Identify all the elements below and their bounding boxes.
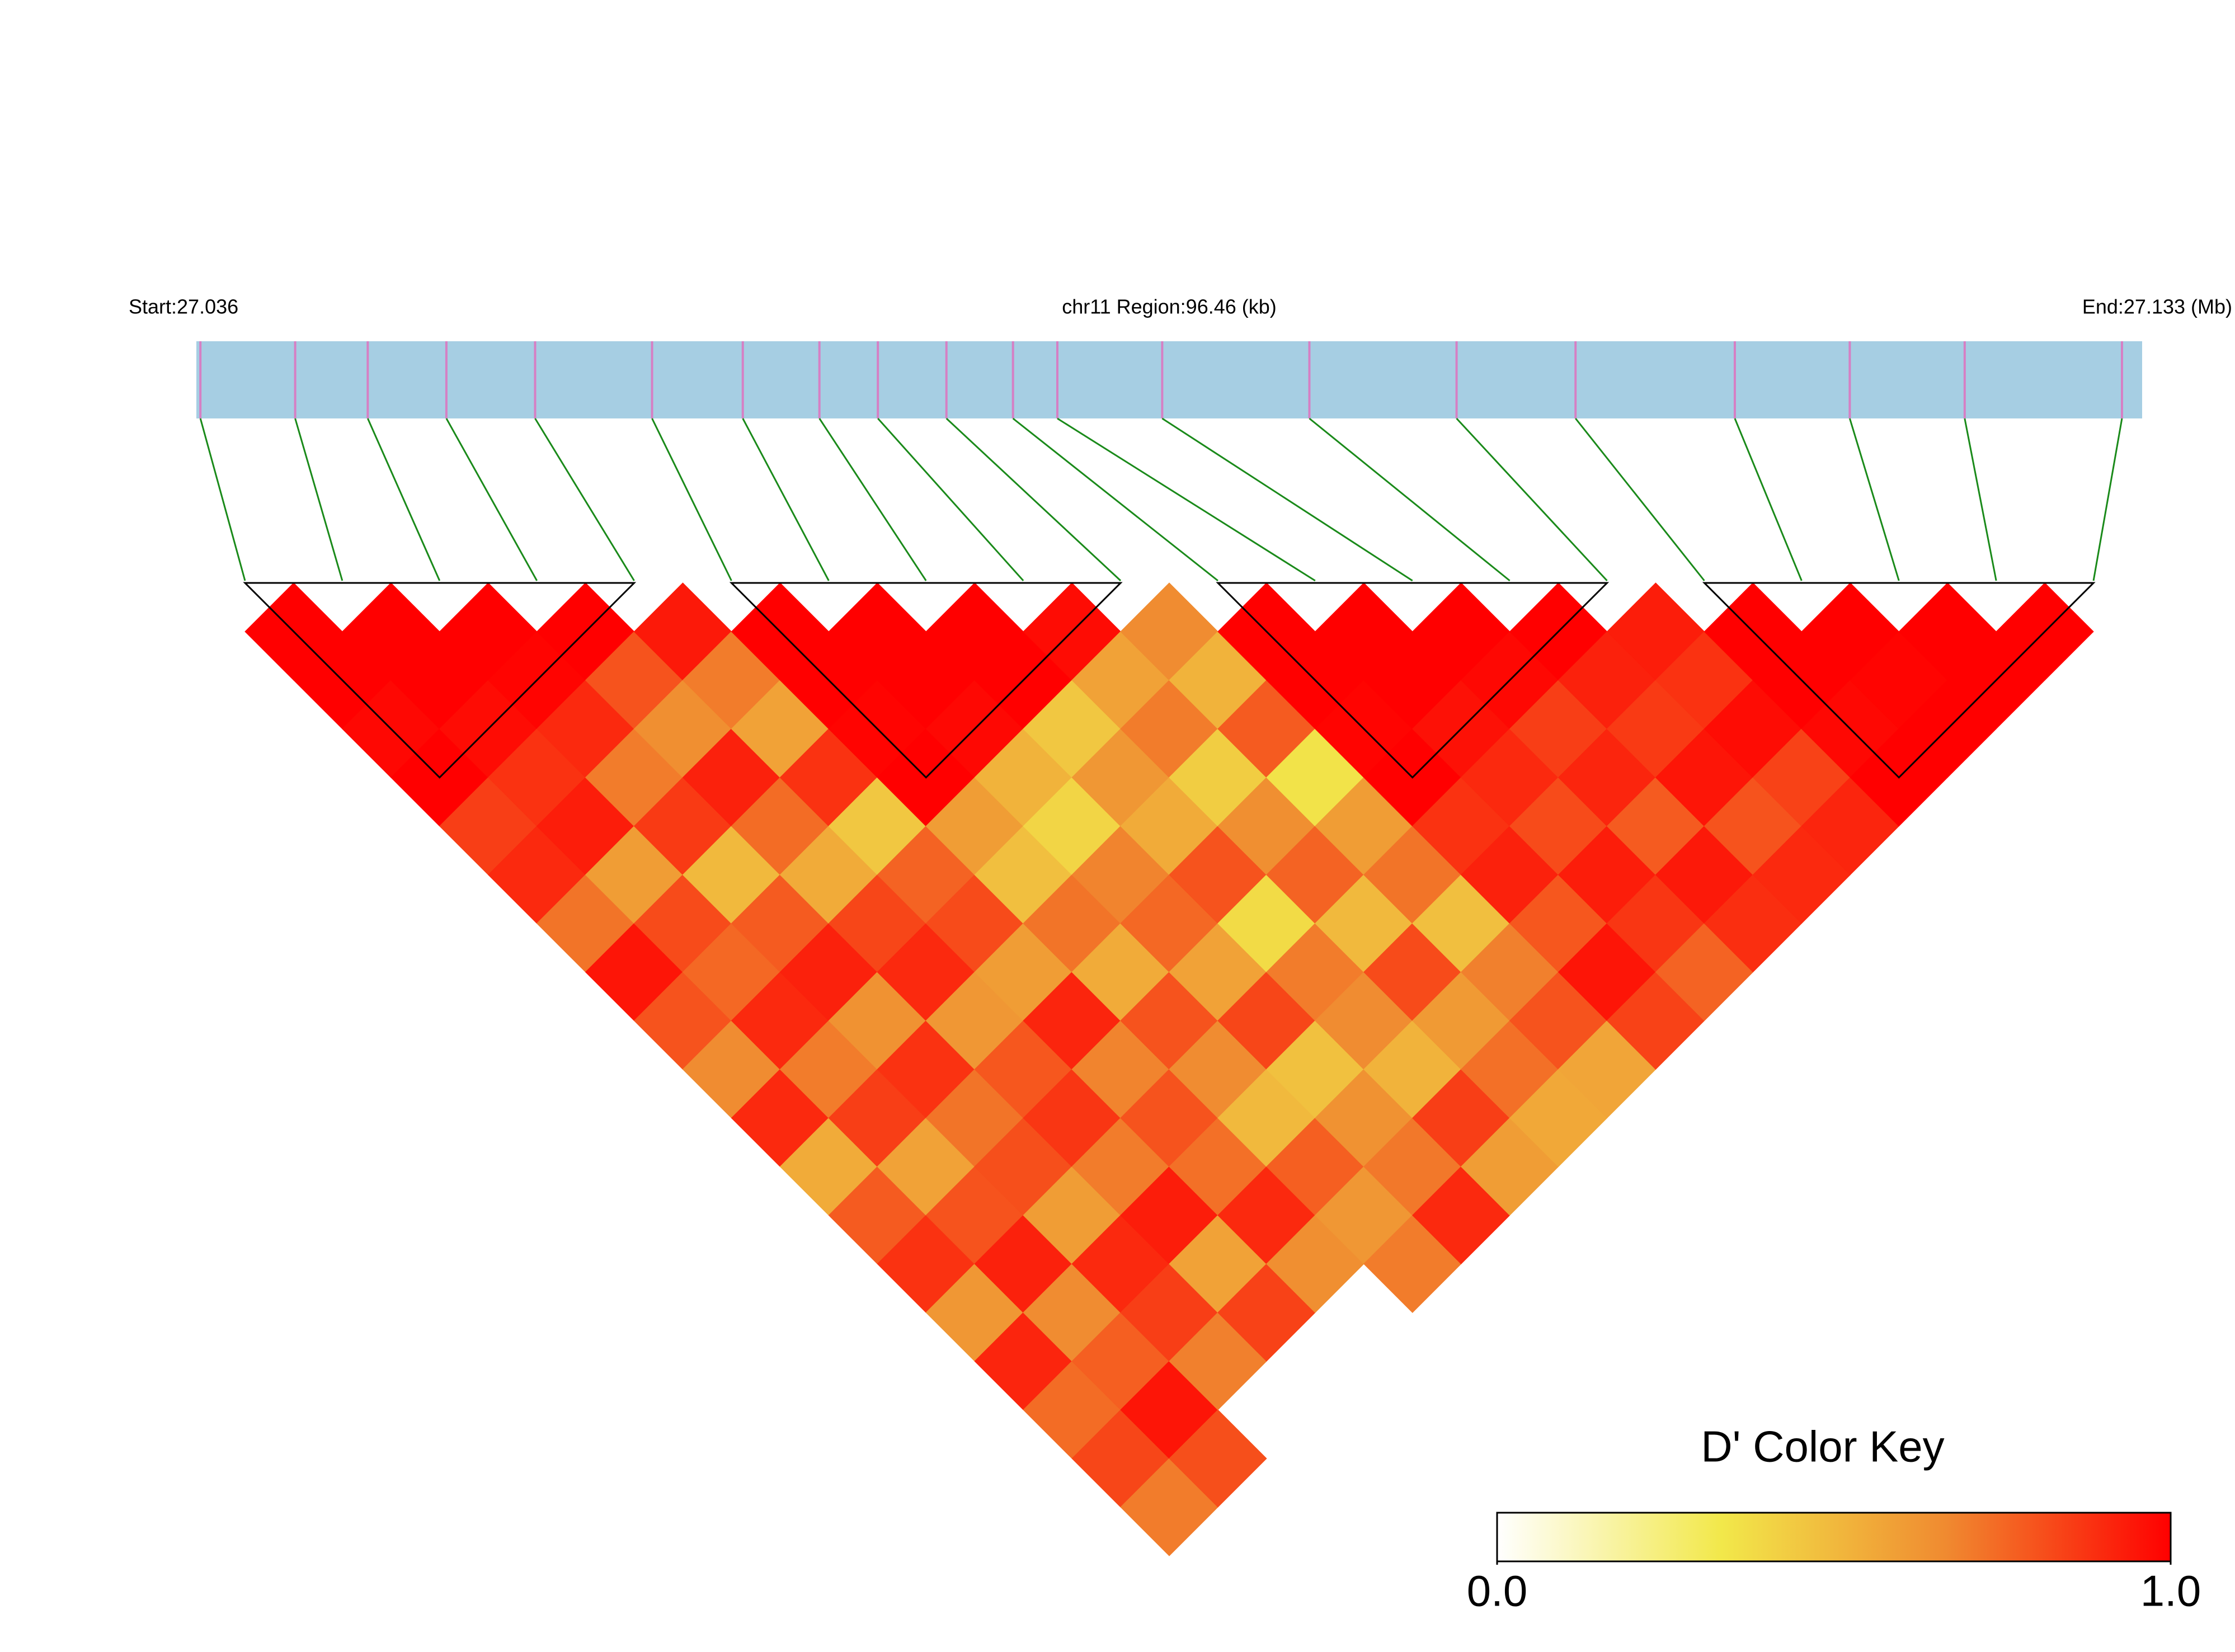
snp-link (2092, 418, 2123, 581)
end-label: End:27.133 (Mb) (2082, 295, 2232, 318)
snp-link (1456, 417, 1608, 582)
snp-link (1734, 418, 1803, 581)
key-tick-label: 0.0 (1467, 1566, 1527, 1616)
ld-block (1216, 582, 1610, 779)
snp-link (651, 418, 732, 581)
ld-block (1702, 582, 2096, 779)
ld-cell (1169, 1409, 1267, 1508)
snp-link (294, 418, 344, 581)
start-label: Start:27.036 (129, 295, 238, 318)
ld-block (729, 582, 1123, 779)
color-key (1496, 1512, 2172, 1562)
key-title: D' Color Key (1701, 1422, 1944, 1471)
snp-link (1848, 418, 1900, 581)
snp-link (534, 418, 635, 581)
snp-link (742, 418, 830, 581)
key-tick-label: 1.0 (2140, 1566, 2201, 1616)
snp-link (1309, 417, 1511, 582)
snp-bar (196, 341, 2142, 418)
snp-link (877, 417, 1024, 582)
snp-link (1012, 417, 1218, 582)
region-label: chr11 Region:96.46 (kb) (1062, 295, 1277, 318)
snp-link (1161, 417, 1413, 582)
ld-block (243, 582, 637, 779)
snp-link (945, 417, 1122, 582)
snp-link (1057, 417, 1316, 582)
snp-link (199, 418, 246, 581)
snp-link (1575, 418, 1705, 581)
snp-link (366, 418, 441, 581)
snp-link (818, 418, 927, 581)
snp-link (1964, 418, 1997, 581)
snp-link (445, 418, 538, 581)
